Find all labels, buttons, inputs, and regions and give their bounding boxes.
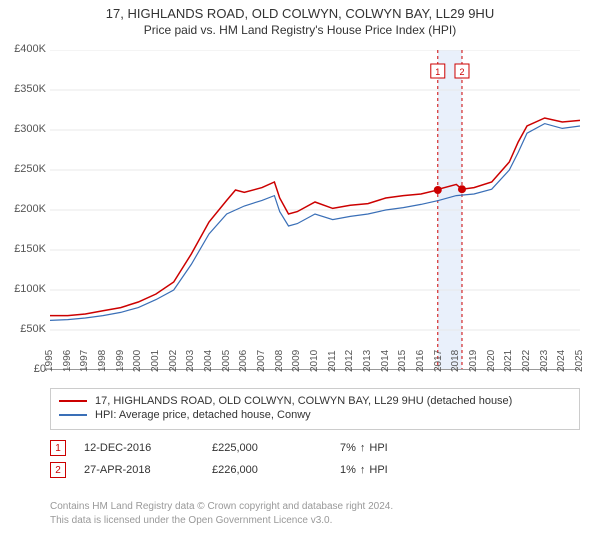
x-tick-label: 2015 xyxy=(397,350,408,372)
x-tick-label: 2012 xyxy=(344,350,355,372)
y-tick-label: £50K xyxy=(20,323,46,335)
x-tick-label: 2023 xyxy=(539,350,550,372)
x-tick-label: 2021 xyxy=(503,350,514,372)
y-tick-label: £300K xyxy=(14,123,46,135)
event-pct-val-1: 7% xyxy=(340,442,356,454)
x-tick-label: 2013 xyxy=(362,350,373,372)
x-tick-label: 2007 xyxy=(256,350,267,372)
x-tick-label: 2017 xyxy=(433,350,444,372)
event-pct-2: 1% ↑ HPI xyxy=(340,464,450,476)
x-tick-label: 2004 xyxy=(203,350,214,372)
event-date-1: 12-DEC-2016 xyxy=(84,442,194,454)
event-tag-1: HPI xyxy=(369,442,387,454)
y-tick-label: £350K xyxy=(14,83,46,95)
svg-text:2: 2 xyxy=(459,67,464,77)
x-tick-label: 2025 xyxy=(574,350,585,372)
legend-swatch-red xyxy=(59,400,87,402)
y-tick-label: £250K xyxy=(14,163,46,175)
x-tick-label: 1995 xyxy=(44,350,55,372)
events-table: 1 12-DEC-2016 £225,000 7% ↑ HPI 2 27-APR… xyxy=(50,434,580,484)
x-tick-label: 2009 xyxy=(291,350,302,372)
x-tick-label: 2018 xyxy=(450,350,461,372)
credit-line-1: Contains HM Land Registry data © Crown c… xyxy=(50,500,580,514)
chart-title: 17, HIGHLANDS ROAD, OLD COLWYN, COLWYN B… xyxy=(0,6,600,21)
chart-container: 17, HIGHLANDS ROAD, OLD COLWYN, COLWYN B… xyxy=(0,0,600,560)
credit-block: Contains HM Land Registry data © Crown c… xyxy=(50,500,580,528)
x-tick-label: 2014 xyxy=(380,350,391,372)
event-row-2: 2 27-APR-2018 £226,000 1% ↑ HPI xyxy=(50,462,580,478)
legend-row-1: 17, HIGHLANDS ROAD, OLD COLWYN, COLWYN B… xyxy=(59,395,571,407)
x-tick-label: 2022 xyxy=(521,350,532,372)
x-tick-label: 2016 xyxy=(415,350,426,372)
svg-text:1: 1 xyxy=(435,67,440,77)
event-pct-val-2: 1% xyxy=(340,464,356,476)
legend-label-1: 17, HIGHLANDS ROAD, OLD COLWYN, COLWYN B… xyxy=(95,395,512,407)
x-tick-label: 2005 xyxy=(221,350,232,372)
x-tick-label: 2019 xyxy=(468,350,479,372)
x-tick-label: 2002 xyxy=(168,350,179,372)
chart-area: 12 £0£50K£100K£150K£200K£250K£300K£350K£… xyxy=(50,50,580,370)
x-tick-label: 2000 xyxy=(132,350,143,372)
x-tick-label: 1996 xyxy=(62,350,73,372)
y-tick-label: £100K xyxy=(14,283,46,295)
event-pct-1: 7% ↑ HPI xyxy=(340,442,450,454)
event-num-1: 1 xyxy=(50,440,66,456)
event-num-2: 2 xyxy=(50,462,66,478)
chart-subtitle: Price paid vs. HM Land Registry's House … xyxy=(0,23,600,37)
event-price-2: £226,000 xyxy=(212,464,322,476)
x-tick-label: 2020 xyxy=(486,350,497,372)
y-tick-label: £150K xyxy=(14,243,46,255)
legend-row-2: HPI: Average price, detached house, Conw… xyxy=(59,409,571,421)
x-tick-label: 2008 xyxy=(274,350,285,372)
legend: 17, HIGHLANDS ROAD, OLD COLWYN, COLWYN B… xyxy=(50,388,580,430)
legend-label-2: HPI: Average price, detached house, Conw… xyxy=(95,409,311,421)
chart-svg: 12 xyxy=(50,50,580,370)
arrow-up-icon: ↑ xyxy=(360,464,366,476)
legend-swatch-blue xyxy=(59,414,87,416)
title-block: 17, HIGHLANDS ROAD, OLD COLWYN, COLWYN B… xyxy=(0,0,600,39)
x-tick-label: 2024 xyxy=(556,350,567,372)
x-tick-label: 2001 xyxy=(150,350,161,372)
x-tick-label: 1999 xyxy=(115,350,126,372)
event-price-1: £225,000 xyxy=(212,442,322,454)
x-tick-label: 1998 xyxy=(97,350,108,372)
arrow-up-icon: ↑ xyxy=(360,442,366,454)
x-tick-label: 1997 xyxy=(79,350,90,372)
credit-line-2: This data is licensed under the Open Gov… xyxy=(50,514,580,528)
event-row-1: 1 12-DEC-2016 £225,000 7% ↑ HPI xyxy=(50,440,580,456)
x-tick-label: 2006 xyxy=(238,350,249,372)
event-tag-2: HPI xyxy=(369,464,387,476)
y-tick-label: £200K xyxy=(14,203,46,215)
y-tick-label: £400K xyxy=(14,43,46,55)
x-tick-label: 2003 xyxy=(185,350,196,372)
event-date-2: 27-APR-2018 xyxy=(84,464,194,476)
x-tick-label: 2010 xyxy=(309,350,320,372)
x-tick-label: 2011 xyxy=(327,350,338,372)
